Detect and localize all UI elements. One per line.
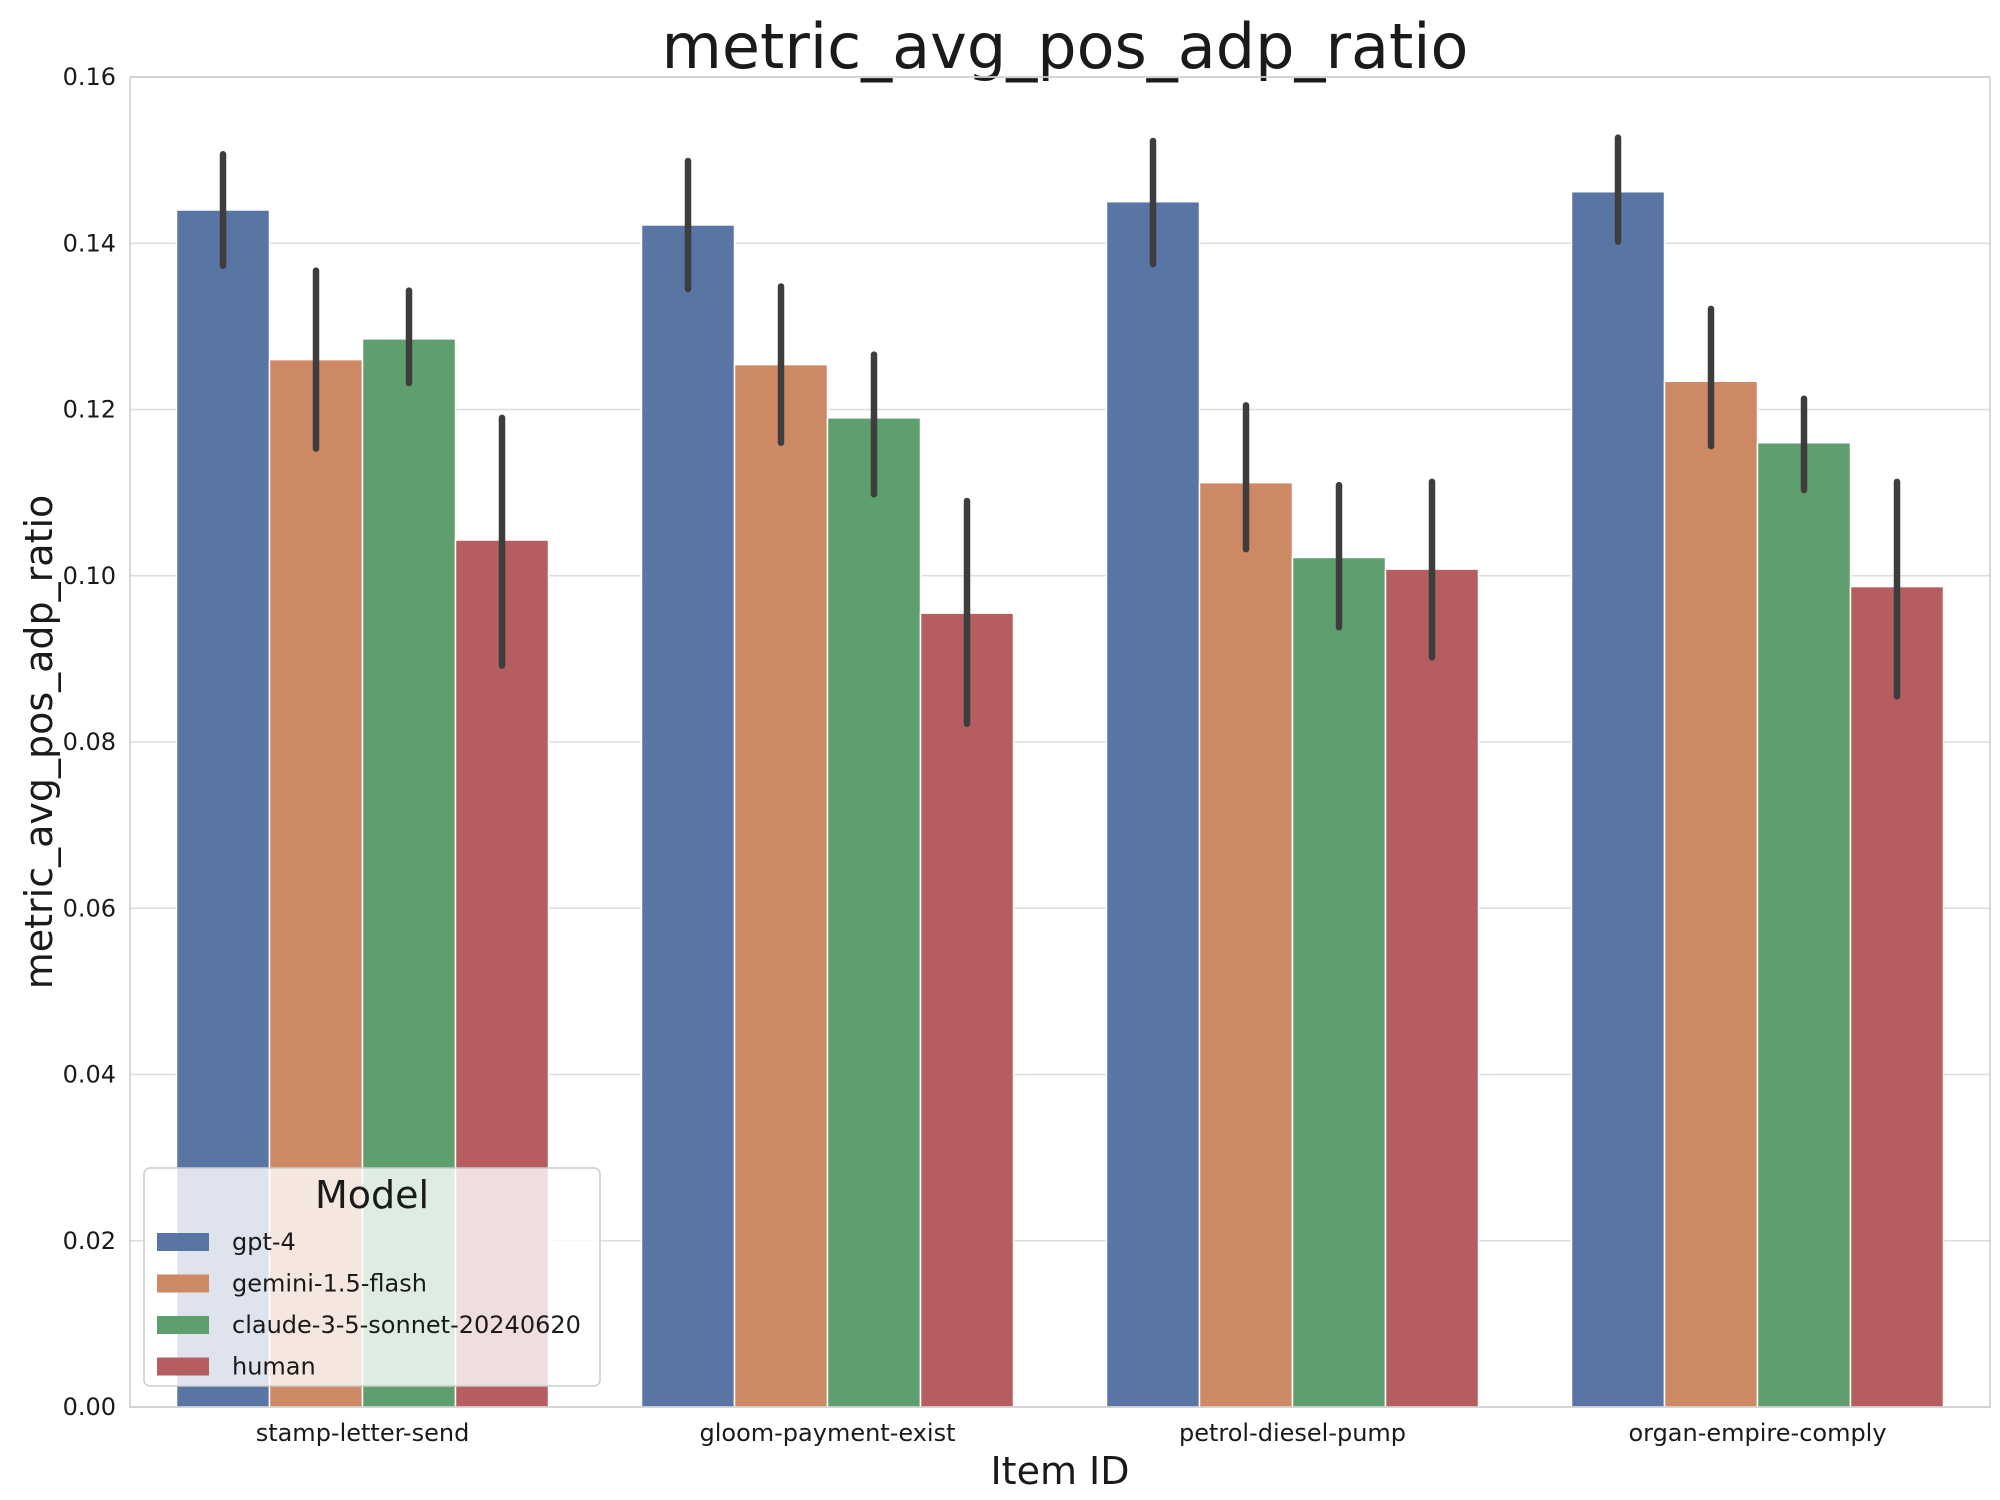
legend-box [143, 1167, 601, 1387]
x-axis-label: Item ID [990, 1449, 1129, 1493]
plot-frame [129, 76, 1991, 1408]
legend-swatch [157, 1357, 209, 1376]
legend-label: claude-3-5-sonnet-20240620 [232, 1311, 581, 1339]
bar [1849, 585, 1945, 1408]
bar [1105, 200, 1201, 1408]
legend-swatch [157, 1274, 209, 1293]
y-tick-label: 0.00 [63, 1393, 116, 1421]
y-tick-label: 0.10 [63, 562, 116, 590]
legend-title: Model [315, 1173, 429, 1217]
y-tick-label: 0.14 [63, 229, 116, 257]
bar [733, 363, 829, 1408]
bar [1291, 556, 1387, 1408]
bar [1663, 380, 1759, 1408]
legend-swatch [157, 1233, 209, 1251]
x-tick-label: organ-empire-comply [1628, 1419, 1886, 1447]
bar [1570, 190, 1666, 1408]
y-axis-label: metric_avg_pos_adp_ratio [17, 495, 61, 990]
legend: Model gpt-4 gemini-1.5-flash claude-3-5-son… [143, 1167, 601, 1387]
x-tick-label: gloom-payment-exist [699, 1419, 955, 1447]
y-tick-label: 0.12 [63, 396, 116, 424]
legend-label: gemini-1.5-flash [232, 1270, 427, 1298]
legend-label: human [232, 1353, 316, 1381]
x-tick-label: stamp-letter-send [256, 1419, 470, 1447]
bar [640, 224, 736, 1408]
chart-title: metric_avg_pos_adp_ratio [662, 10, 1469, 83]
y-tick-label: 0.16 [63, 63, 116, 91]
bar [1756, 442, 1852, 1408]
bar [1384, 568, 1480, 1408]
bar [826, 417, 922, 1408]
legend-label: gpt-4 [232, 1228, 296, 1256]
error-bars-group [219, 134, 1901, 727]
legend-swatch [157, 1316, 209, 1334]
y-tick-labels: 0.00 0.02 0.04 0.06 0.08 0.10 0.12 0.14 0.16 [63, 63, 116, 1421]
bar [1198, 481, 1294, 1408]
x-tick-labels: stamp-letter-send gloom-payment-exist petr… [256, 1419, 1887, 1447]
bar [919, 612, 1015, 1408]
y-tick-label: 0.04 [63, 1061, 116, 1089]
x-tick-label: petrol-diesel-pump [1179, 1419, 1406, 1447]
y-tick-label: 0.08 [63, 728, 116, 756]
y-tick-label: 0.06 [63, 894, 116, 922]
y-tick-label: 0.02 [63, 1227, 116, 1255]
